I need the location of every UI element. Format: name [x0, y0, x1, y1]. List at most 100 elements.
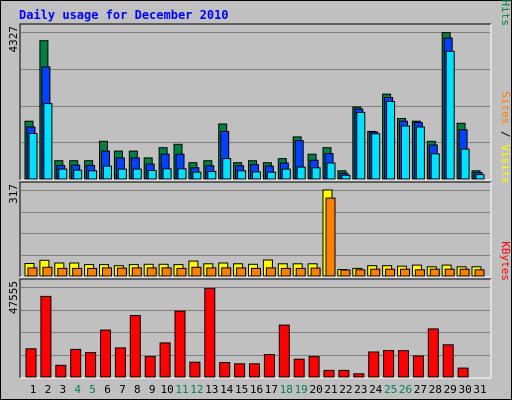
kbytes-bar [129, 315, 141, 378]
legend-entry: Sites [499, 91, 512, 124]
sites-bar [340, 269, 351, 277]
pages-bar [475, 174, 485, 180]
x-tick-label: 9 [149, 383, 156, 396]
kbytes-bar [412, 355, 424, 378]
sites-bar [87, 267, 98, 277]
kbytes-bar [114, 347, 126, 378]
legend-entry: / [499, 124, 512, 144]
sites-bar [131, 267, 142, 277]
pages-bar [43, 103, 53, 180]
x-tick-label: 7 [119, 383, 126, 396]
panel-bevel-light [20, 182, 492, 278]
kbytes-bar [249, 363, 260, 378]
panel-hits_files_pages: 4327 Pages / Files / Hits [7, 0, 512, 181]
x-tick-label: 14 [220, 383, 234, 396]
pages-bar [445, 50, 455, 180]
pages-bar [371, 133, 381, 180]
sites-bar [161, 267, 172, 277]
legend-entry: KBytes [499, 241, 512, 281]
kbytes-bar [174, 310, 186, 378]
pages-bar [356, 111, 366, 180]
kbytes-bar [159, 342, 171, 378]
pages-bar [415, 126, 425, 180]
kbytes-bar [293, 358, 305, 378]
sites-bar [355, 269, 366, 277]
x-axis-day-labels: 1 2 3 4 5 6 7 8 9 10 11 12 13 14 15 16 17 18 19 20 21 22 23 24 2… [30, 383, 487, 396]
pages-bar [386, 101, 396, 180]
pages-bar [103, 165, 112, 180]
sites-bar [236, 267, 247, 277]
sites-bar [42, 266, 53, 277]
sites-bar [385, 268, 396, 277]
kbytes-bar [40, 295, 52, 378]
sites-bar [414, 269, 425, 277]
sites-bar [221, 267, 232, 277]
sites-bar [251, 267, 261, 277]
chart-panels: 4327 Pages / Files / Hits 317 Sites / Visit… [7, 0, 512, 379]
chart-title: Daily usage for December 2010 [19, 8, 229, 22]
kbytes-bar [278, 324, 290, 378]
pages-bar [311, 167, 321, 180]
panel-legend: Pages / Files / Hits [499, 0, 512, 26]
sites-bar [459, 268, 470, 277]
x-tick-label: 11 [175, 383, 188, 396]
y-max-label: 317 [7, 184, 20, 204]
panel-bevel-dark [19, 181, 491, 277]
panel-background [20, 182, 491, 277]
sites-bar [176, 267, 187, 277]
kbytes-bar [219, 362, 231, 378]
x-tick-label: 19 [295, 383, 308, 396]
kbytes-bar [442, 344, 454, 378]
x-tick-label: 12 [190, 383, 203, 396]
sites-bar [72, 267, 83, 277]
kbytes-bar [368, 351, 380, 378]
sites-bar [370, 268, 381, 277]
x-tick-label: 21 [324, 383, 337, 396]
panel-visits_sites: 317 Sites / Visits [7, 91, 512, 278]
kbytes-bar [457, 367, 469, 378]
sites-bar [27, 267, 38, 277]
kbytes-bar [263, 354, 275, 378]
sites-bar [57, 267, 68, 277]
x-tick-label: 5 [89, 383, 96, 396]
pages-bar [73, 169, 83, 180]
x-tick-label: 31 [473, 383, 486, 396]
x-tick-label: 24 [369, 383, 383, 396]
x-tick-label: 18 [280, 383, 293, 396]
x-tick-label: 15 [235, 383, 248, 396]
panel-bevel-light [20, 24, 492, 181]
y-max-label: 4327 [7, 26, 20, 53]
sites-bar [325, 197, 336, 277]
pages-bar [266, 171, 276, 180]
pages-bar [117, 168, 127, 180]
x-tick-label: 17 [265, 383, 278, 396]
x-tick-label: 30 [458, 383, 471, 396]
x-tick-label: 8 [134, 383, 141, 396]
x-tick-label: 16 [250, 383, 263, 396]
sites-bar [146, 267, 157, 277]
sites-bar [400, 268, 410, 277]
pages-bar [28, 133, 38, 180]
sites-bar [265, 267, 276, 277]
x-tick-label: 22 [339, 383, 352, 396]
pages-bar [252, 171, 261, 180]
kbytes-bar [144, 356, 156, 378]
x-tick-label: 6 [104, 383, 111, 396]
kbytes-bar [308, 356, 320, 378]
x-tick-label: 2 [45, 383, 52, 396]
legend-entry: Visits [499, 144, 512, 184]
kbytes-bar [234, 363, 246, 378]
sites-bar [116, 267, 127, 277]
pages-bar [162, 168, 172, 180]
sites-bar [310, 267, 321, 277]
legend-entry: Hits [499, 0, 512, 26]
x-tick-label: 13 [205, 383, 218, 396]
sites-bar [429, 268, 440, 277]
sites-bar [444, 268, 455, 277]
pages-bar [192, 171, 202, 180]
sites-bar [280, 267, 291, 277]
pages-bar [88, 170, 98, 180]
kbytes-bar [338, 369, 350, 378]
x-tick-label: 29 [444, 383, 457, 396]
